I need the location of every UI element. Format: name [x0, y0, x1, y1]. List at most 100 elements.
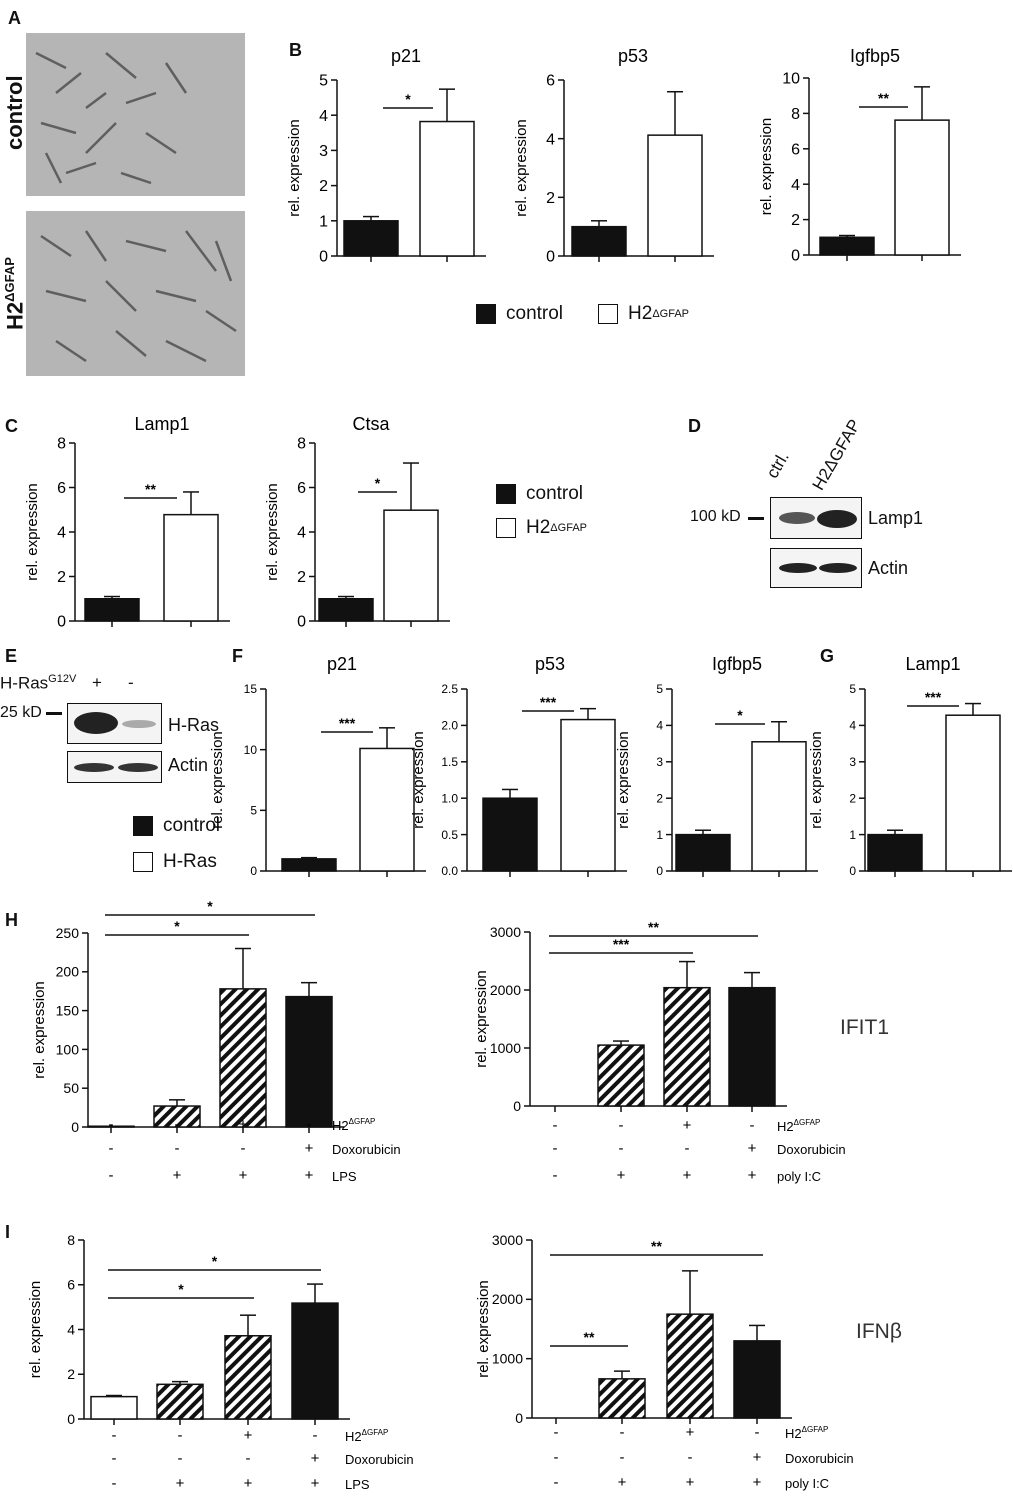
y-tick-label: 15	[244, 682, 258, 696]
bar	[945, 714, 1001, 872]
condition-mark: -	[241, 1140, 246, 1157]
y-tick-label: 2	[57, 569, 66, 586]
bar	[383, 509, 439, 622]
bar	[598, 1378, 646, 1419]
legend-swatch-control	[476, 304, 496, 324]
condition-mark: +	[617, 1167, 626, 1184]
y-tick-label: 4	[319, 108, 328, 125]
y-tick-label: 0	[513, 1098, 521, 1114]
condition-mark: +	[305, 1167, 314, 1184]
significance-label: **	[648, 919, 659, 935]
blot-e-marker: 25 kD	[0, 704, 42, 721]
condition-mark: +	[748, 1140, 757, 1157]
condition-mark: +	[173, 1167, 182, 1184]
y-tick-label: 0.5	[441, 828, 458, 842]
y-tick-label: 1000	[492, 1351, 523, 1367]
side-label-ifnb: IFNβ	[856, 1320, 902, 1343]
significance-label: ***	[613, 936, 630, 952]
y-axis-title: rel. expression	[808, 731, 825, 829]
condition-mark: -	[688, 1449, 693, 1466]
condition-mark: -	[112, 1475, 117, 1492]
condition-mark: +	[683, 1167, 692, 1184]
condition-mark: -	[112, 1450, 117, 1467]
legend-c: control H2 ΔGFAP	[496, 483, 587, 551]
y-tick-label: 8	[297, 436, 306, 453]
condition-row-label-base: H2	[345, 1429, 362, 1444]
y-tick-label: 3	[656, 755, 663, 769]
significance-label: ***	[339, 715, 356, 731]
bar	[647, 134, 703, 257]
significance-label: **	[584, 1329, 595, 1345]
y-tick-label: 0	[319, 249, 328, 266]
bar	[359, 747, 415, 872]
chart-title: Igfbp5	[850, 46, 900, 66]
condition-mark: +	[683, 1117, 692, 1134]
chart-f-igfbp5: 0 1 2 3 4 5 rel. expression Igfbp5 *	[615, 654, 818, 878]
condition-mark: -	[755, 1424, 760, 1441]
condition-mark: +	[753, 1449, 762, 1466]
y-tick-label: 4	[791, 177, 800, 194]
y-axis-title: rel. expression	[24, 483, 41, 581]
condition-row-label: LPS	[332, 1169, 357, 1184]
condition-mark: -	[750, 1117, 755, 1134]
bar	[419, 120, 475, 257]
bar	[318, 598, 374, 622]
condition-mark: +	[686, 1474, 695, 1491]
y-tick-label: 2	[656, 791, 663, 805]
condition-mark: -	[175, 1116, 180, 1133]
panel-letter-d: D	[688, 416, 701, 436]
y-tick-label: 0	[250, 864, 257, 878]
y-tick-label: 0	[57, 614, 66, 631]
condition-row-label: Doxorubicin	[785, 1451, 854, 1466]
chart-title: Lamp1	[905, 654, 960, 674]
condition-row-label: poly I:C	[785, 1476, 829, 1491]
significance-label: *	[178, 1281, 184, 1297]
y-tick-label: 250	[56, 925, 80, 941]
condition-mark: -	[109, 1140, 114, 1157]
legend-swatch-h2	[598, 304, 619, 324]
condition-row-label: Doxorubicin	[777, 1142, 846, 1157]
legend-e: control H-Ras	[133, 815, 220, 885]
condition-mark: -	[109, 1167, 114, 1184]
y-tick-label: 6	[297, 480, 306, 497]
bar	[156, 1383, 204, 1420]
blot-e-actin-band-2	[118, 763, 158, 772]
condition-mark: +	[305, 1140, 314, 1157]
condition-mark: +	[748, 1167, 757, 1184]
y-tick-label: 200	[56, 964, 80, 980]
legend-e-control-label: control	[163, 815, 221, 836]
y-tick-label: 4	[546, 131, 555, 148]
significance-label: **	[651, 1238, 662, 1254]
y-tick-label: 1	[319, 213, 328, 230]
y-tick-label: 2	[297, 569, 306, 586]
blot-e-row1-label: H-Ras	[168, 715, 220, 735]
y-tick-label: 2000	[492, 1291, 523, 1307]
chart-c-lamp1: 0 2 4 6 8 rel. expression Lamp1 **	[24, 414, 230, 631]
bar	[285, 995, 333, 1128]
bar	[728, 986, 776, 1107]
bar	[819, 236, 875, 256]
significance-label: *	[375, 475, 381, 491]
y-tick-label: 4	[57, 525, 66, 542]
blot-d-actin-band-2	[819, 563, 857, 573]
condition-mark: -	[178, 1450, 183, 1467]
blot-e-top-label-text: H-Ras	[0, 673, 49, 693]
panel-letter-g: G	[820, 646, 835, 666]
panel-letter-f: F	[232, 646, 243, 666]
chart-h-lps: 0 50 100 150 200 250 rel. expression * * - - + - H2ΔG…	[31, 898, 401, 1184]
legend-e-swatch-control	[133, 816, 153, 836]
chart-title: Ctsa	[352, 414, 390, 434]
blot-e-band-plus	[74, 712, 118, 734]
y-axis-title: rel. expression	[615, 731, 632, 829]
chart-title: Lamp1	[134, 414, 189, 434]
condition-mark: -	[178, 1427, 183, 1444]
condition-mark: -	[620, 1449, 625, 1466]
condition-mark: +	[618, 1474, 627, 1491]
panel-letter-i: I	[5, 1222, 11, 1242]
panel-letter-a: A	[8, 8, 21, 28]
y-tick-label: 1	[849, 828, 856, 842]
y-tick-label: 6	[57, 480, 66, 497]
significance-label: ***	[540, 694, 557, 710]
